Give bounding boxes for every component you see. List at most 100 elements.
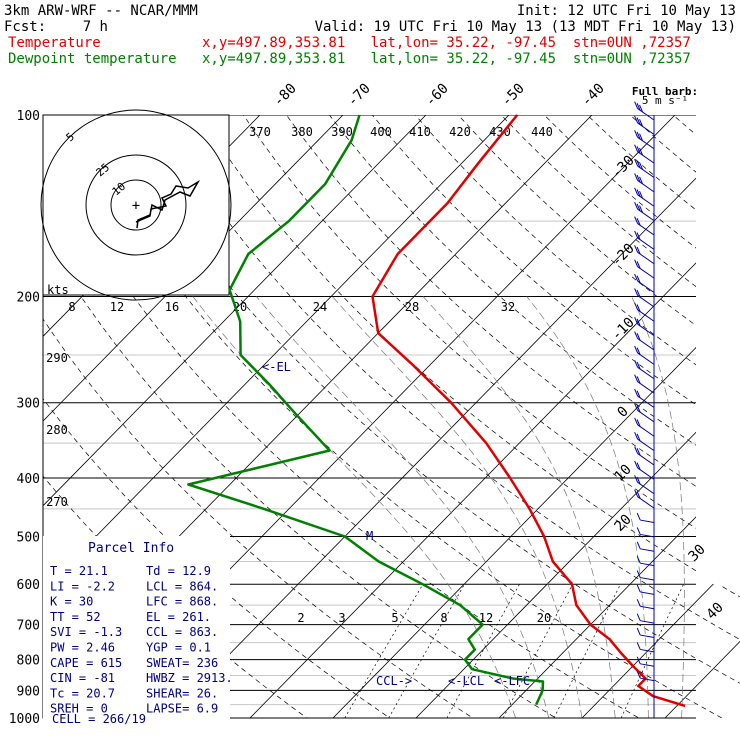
pressure-label: 900 — [17, 684, 40, 699]
dry-adiabat — [243, 115, 740, 718]
hodograph-kts-label: kts — [47, 283, 69, 297]
adiabat-label: 280 — [46, 423, 68, 437]
wind-barb — [634, 173, 655, 193]
dewpoint-legend-label: Dewpoint temperature — [8, 51, 177, 67]
adiabat-label: 370 — [249, 125, 271, 139]
m-marker: M — [366, 529, 373, 543]
isotherm — [43, 115, 427, 718]
wind-barb — [634, 403, 655, 423]
dry-adiabat — [372, 115, 740, 718]
isotherm-label: -50 — [499, 81, 528, 110]
parcel-row: K = 30 LFC = 868. — [50, 595, 218, 609]
wind-barb — [636, 656, 655, 667]
fcst-hours: 7 h — [83, 19, 108, 35]
parcel-row-left: PW = 2.46 — [50, 641, 115, 655]
wind-barb — [634, 316, 655, 337]
dewpoint-location: x,y=497.89,353.81 lat,lon= 35.22, -97.45… — [202, 51, 691, 67]
parcel-row-left: K = 30 — [50, 595, 93, 609]
wind-barb — [634, 417, 655, 437]
dry-adiabat — [71, 115, 740, 718]
parcel-row-right: Td = 12.9 — [146, 564, 211, 578]
wind-barb — [634, 374, 655, 394]
wind-barbs — [634, 101, 655, 718]
mixing-ratio-label: 2 — [297, 611, 304, 625]
hodograph-frame — [42, 114, 230, 296]
wind-barb — [634, 331, 655, 351]
parcel-row-right: CCL = 863. — [146, 625, 218, 639]
adiabat-label: 400 — [370, 125, 392, 139]
adiabat-label: 390 — [331, 125, 353, 139]
parcel-info-panel: Parcel Info T = 21.1 Td = 12.9 LI = -2.2 LC… — [43, 536, 233, 726]
hodograph-ring — [110, 179, 162, 231]
mixing-ratio-label: 3 — [338, 611, 345, 625]
parcel-row-right: HWBZ = 2913. — [146, 671, 233, 685]
mixing-ratio-line — [502, 584, 573, 718]
hodograph-axis-tick: 28 — [405, 300, 419, 314]
dry-adiabat — [286, 115, 740, 718]
isotherm — [249, 115, 740, 718]
moist-adiabat — [332, 296, 583, 718]
wind-barb — [636, 584, 655, 595]
isotherm — [43, 115, 510, 718]
pressure-label: 600 — [17, 578, 40, 593]
wind-barb — [634, 475, 655, 495]
hodograph-axis-tick: 12 — [110, 300, 124, 314]
dry-adiabat — [457, 115, 740, 718]
adiabat-label: 410 — [409, 125, 431, 139]
wind-barb — [634, 446, 655, 466]
wind-barb — [634, 273, 655, 293]
el-marker: <-EL — [262, 360, 291, 374]
parcel-row-right: SWEAT= 236 — [146, 656, 218, 670]
isotherm-label: 10 — [612, 462, 635, 485]
hodograph-trace — [135, 179, 201, 229]
lcl-marker: <-LCL — [448, 674, 484, 688]
moist-adiabat — [631, 296, 685, 718]
hodograph-ring — [85, 154, 187, 256]
wind-barb — [636, 599, 655, 610]
wind-barb — [634, 216, 655, 236]
wind-barb — [636, 555, 655, 567]
fcst-label: Fcst: — [4, 19, 46, 35]
dry-adiabat — [329, 115, 740, 718]
isotherm-label: -60 — [423, 81, 452, 110]
wind-barb — [634, 259, 655, 279]
parcel-row: PW = 2.46 YGP = 0.1 — [50, 641, 211, 655]
wind-barb — [634, 187, 655, 207]
parcel-cell: CELL = 266/19 — [52, 712, 146, 726]
parcel-row-left: SREH = 0 — [50, 702, 108, 716]
dewpoint-line — [187, 114, 545, 706]
isotherm — [664, 115, 740, 718]
wind-barb — [634, 115, 655, 135]
dry-adiabat — [543, 115, 740, 718]
adiabat-label: 420 — [449, 125, 471, 139]
parcel-row: LI = -2.2 LCL = 864. — [50, 579, 218, 593]
wind-barb — [634, 360, 655, 380]
wind-barb — [636, 670, 655, 682]
barb-legend-line1: Full barb: — [632, 85, 698, 98]
parcel-row-left: CAPE = 615 — [50, 656, 122, 670]
wind-barb — [636, 527, 655, 538]
isotherm — [332, 115, 740, 718]
dry-adiabat — [500, 115, 740, 718]
parcel-row-left: SVI = -1.3 — [50, 625, 122, 639]
dry-adiabat — [629, 115, 740, 718]
hodograph-center-mark: + — [132, 198, 140, 214]
dry-adiabat — [157, 115, 740, 718]
parcel-row-left: TT = 52 — [50, 610, 101, 624]
valid-time: Valid: 19 UTC Fri 10 May 13 (13 MDT Fri … — [315, 19, 736, 35]
temperature-legend-label: Temperature — [8, 35, 101, 51]
wind-barb — [636, 613, 655, 624]
wind-barb — [636, 627, 655, 638]
parcel-row: SREH = 0 LAPSE= 6.9 — [50, 702, 218, 716]
wind-barb — [634, 431, 655, 452]
parcel-row: CIN = -81 HWBZ = 2913. — [50, 671, 233, 685]
isotherm — [0, 115, 11, 718]
isotherm-label: -70 — [345, 81, 374, 110]
parcel-row-left: LI = -2.2 — [50, 579, 115, 593]
mixing-ratio-line — [344, 584, 424, 718]
model-title: 3km ARW-WRF -- NCAR/MMM — [4, 3, 198, 19]
pressure-label: 1000 — [9, 712, 40, 727]
temperature-location: x,y=497.89,353.81 lat,lon= 35.22, -97.45… — [202, 35, 691, 51]
mixing-ratio-label: 5 — [391, 611, 398, 625]
parcel-row-left: Tc = 20.7 — [50, 686, 115, 700]
